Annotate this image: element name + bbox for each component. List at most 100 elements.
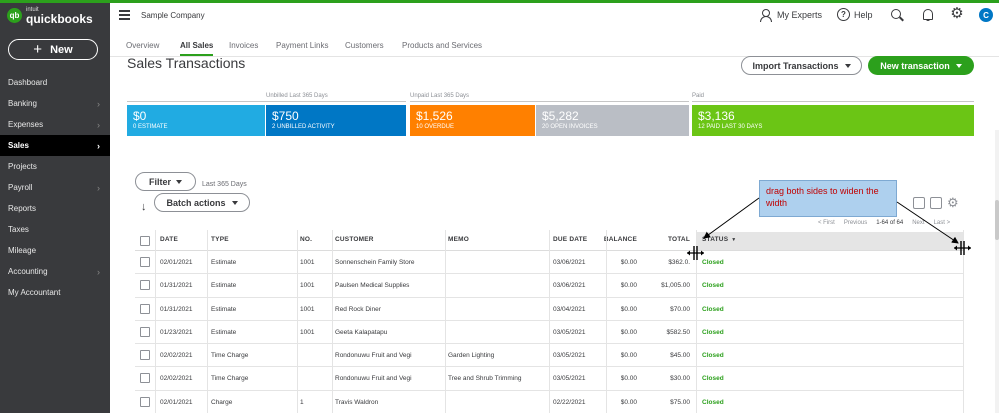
batch-actions-label: Batch actions xyxy=(166,197,226,208)
my-experts-label: My Experts xyxy=(777,10,823,20)
sidebar-item-banking[interactable]: Banking › xyxy=(0,93,110,114)
sort-arrow-icon[interactable]: ↓ xyxy=(141,201,147,213)
page-scrollbar-thumb[interactable] xyxy=(995,200,999,240)
column-header-type[interactable]: TYPE xyxy=(211,236,229,243)
column-header-customer[interactable]: CUSTOMER xyxy=(335,236,374,243)
export-icon[interactable] xyxy=(930,197,942,209)
row-checkbox[interactable] xyxy=(140,396,150,407)
new-button[interactable]: + New xyxy=(8,39,98,60)
cell-due: 02/22/2021 xyxy=(553,398,586,406)
sidebar-item-taxes[interactable]: Taxes xyxy=(0,219,110,240)
pager-next[interactable]: Next xyxy=(912,220,925,226)
row-checkbox[interactable] xyxy=(140,350,150,361)
tab-invoices[interactable]: Invoices xyxy=(229,41,259,50)
summary-block[interactable]: $1,526 10 OVERDUE xyxy=(410,105,535,136)
sidebar-item-my-accountant[interactable]: My Accountant xyxy=(0,282,110,303)
summary-caption: 12 PAID LAST 30 DAYS xyxy=(698,124,763,130)
header-my-experts[interactable]: My Experts xyxy=(759,8,822,22)
row-checkbox[interactable] xyxy=(140,257,150,267)
sidebar-item-dashboard[interactable]: Dashboard xyxy=(0,72,110,93)
column-header-memo[interactable]: MEMO xyxy=(448,236,469,243)
summary-block[interactable]: $750 2 UNBILLED ACTIVITY xyxy=(266,105,406,136)
column-header-status[interactable]: STATUS ▼ xyxy=(702,236,736,243)
import-transactions-label: Import Transactions xyxy=(752,60,839,71)
column-header-date[interactable]: DATE xyxy=(160,236,178,243)
logo-wordmark: quickbooks xyxy=(26,12,93,26)
filter-button[interactable]: Filter xyxy=(135,172,196,191)
table-row[interactable]: 02/01/2021 Charge 1 Travis Waldron 02/22/202… xyxy=(135,391,963,413)
select-all-checkbox[interactable] xyxy=(140,236,150,246)
summary-block[interactable]: $0 0 ESTIMATE xyxy=(127,105,265,136)
annotation-callout: drag both sides to widen the width xyxy=(759,180,897,217)
cell-date: 02/01/2021 xyxy=(160,259,193,266)
header-help[interactable]: ? Help xyxy=(837,8,873,21)
page-scrollbar-track[interactable] xyxy=(995,130,999,413)
sidebar-item-projects[interactable]: Projects xyxy=(0,156,110,177)
cell-type: Time Charge xyxy=(211,352,249,360)
hamburger-menu-icon[interactable] xyxy=(119,10,130,20)
cell-total: $582.50 xyxy=(666,328,691,336)
help-label: Help xyxy=(854,9,873,20)
pager-last[interactable]: Last > xyxy=(933,220,951,226)
sidebar-item-mileage[interactable]: Mileage xyxy=(0,240,110,261)
cell-status[interactable]: Closed xyxy=(702,375,724,383)
cell-balance: $0.00 xyxy=(620,305,637,313)
cell-status[interactable]: Closed xyxy=(702,282,724,290)
cell-memo: Tree and Shrub Trimming xyxy=(448,375,522,383)
user-avatar[interactable]: C xyxy=(979,8,993,22)
cell-due: 03/05/2021 xyxy=(553,352,586,360)
settings-gear-icon[interactable]: ⚙ xyxy=(950,5,964,22)
cell-date: 01/31/2021 xyxy=(160,305,193,313)
chevron-down-icon xyxy=(844,63,851,68)
pager-first[interactable]: < First xyxy=(818,220,835,226)
sidebar-item-expenses[interactable]: Expenses › xyxy=(0,114,110,135)
page-title: Sales Transactions xyxy=(127,55,246,71)
pager-previous[interactable]: Previous xyxy=(843,220,868,226)
tabs-divider xyxy=(110,56,999,57)
quickbooks-logo[interactable]: qb intuit quickbooks xyxy=(7,6,93,26)
column-header-no[interactable]: NO. xyxy=(300,236,312,243)
tab-overview[interactable]: Overview xyxy=(126,41,160,50)
cell-total: $30.00 xyxy=(670,375,690,383)
row-checkbox[interactable] xyxy=(140,280,150,291)
sidebar-item-payroll[interactable]: Payroll › xyxy=(0,177,110,198)
cell-status[interactable]: Closed xyxy=(702,259,724,266)
table-settings-gear-icon[interactable]: ⚙ xyxy=(947,195,959,210)
cell-status[interactable]: Closed xyxy=(702,398,724,406)
cell-date: 01/23/2021 xyxy=(160,328,193,336)
sidebar-item-label: Sales xyxy=(8,141,29,150)
row-checkbox[interactable] xyxy=(140,373,150,384)
unpaid-band-line xyxy=(410,101,689,102)
sidebar-item-reports[interactable]: Reports xyxy=(0,198,110,219)
row-checkbox[interactable] xyxy=(140,303,150,314)
import-transactions-button[interactable]: Import Transactions xyxy=(741,56,862,75)
search-icon[interactable] xyxy=(890,8,904,22)
notifications-bell-icon[interactable] xyxy=(922,8,934,22)
sidebar-item-accounting[interactable]: Accounting › xyxy=(0,261,110,282)
print-icon[interactable] xyxy=(913,197,925,209)
sidebar-item-label: Payroll xyxy=(8,183,33,192)
cell-status[interactable]: Closed xyxy=(702,328,724,336)
sidebar-item-sales[interactable]: Sales › xyxy=(0,135,110,156)
summary-block[interactable]: $3,136 12 PAID LAST 30 DAYS xyxy=(692,105,974,136)
cell-customer: Rondonuwu Fruit and Vegi xyxy=(335,375,412,383)
batch-actions-button[interactable]: Batch actions xyxy=(154,193,250,212)
company-name: Sample Company xyxy=(141,11,205,20)
cell-due: 03/05/2021 xyxy=(553,375,586,383)
tab-customers[interactable]: Customers xyxy=(345,41,384,50)
cell-status[interactable]: Closed xyxy=(702,352,724,360)
column-header-balance[interactable]: BALANCE xyxy=(604,236,637,243)
tab-all-sales[interactable]: All Sales xyxy=(180,41,214,57)
cell-status[interactable]: Closed xyxy=(702,305,724,313)
column-header-total[interactable]: TOTAL xyxy=(668,236,690,243)
row-checkbox[interactable] xyxy=(140,326,150,337)
column-header-label: STATUS xyxy=(702,236,729,243)
sidebar-nav: Dashboard Banking › Expenses › Sales › Projects… xyxy=(0,72,110,303)
summary-block[interactable]: $5,282 20 OPEN INVOICES xyxy=(536,105,689,136)
new-transaction-button[interactable]: New transaction xyxy=(868,56,974,75)
tab-payment-links[interactable]: Payment Links xyxy=(276,41,329,50)
column-header-due-date[interactable]: DUE DATE xyxy=(553,236,587,243)
tab-products-and-services[interactable]: Products and Services xyxy=(402,41,483,50)
cell-type: Time Charge xyxy=(211,375,249,383)
